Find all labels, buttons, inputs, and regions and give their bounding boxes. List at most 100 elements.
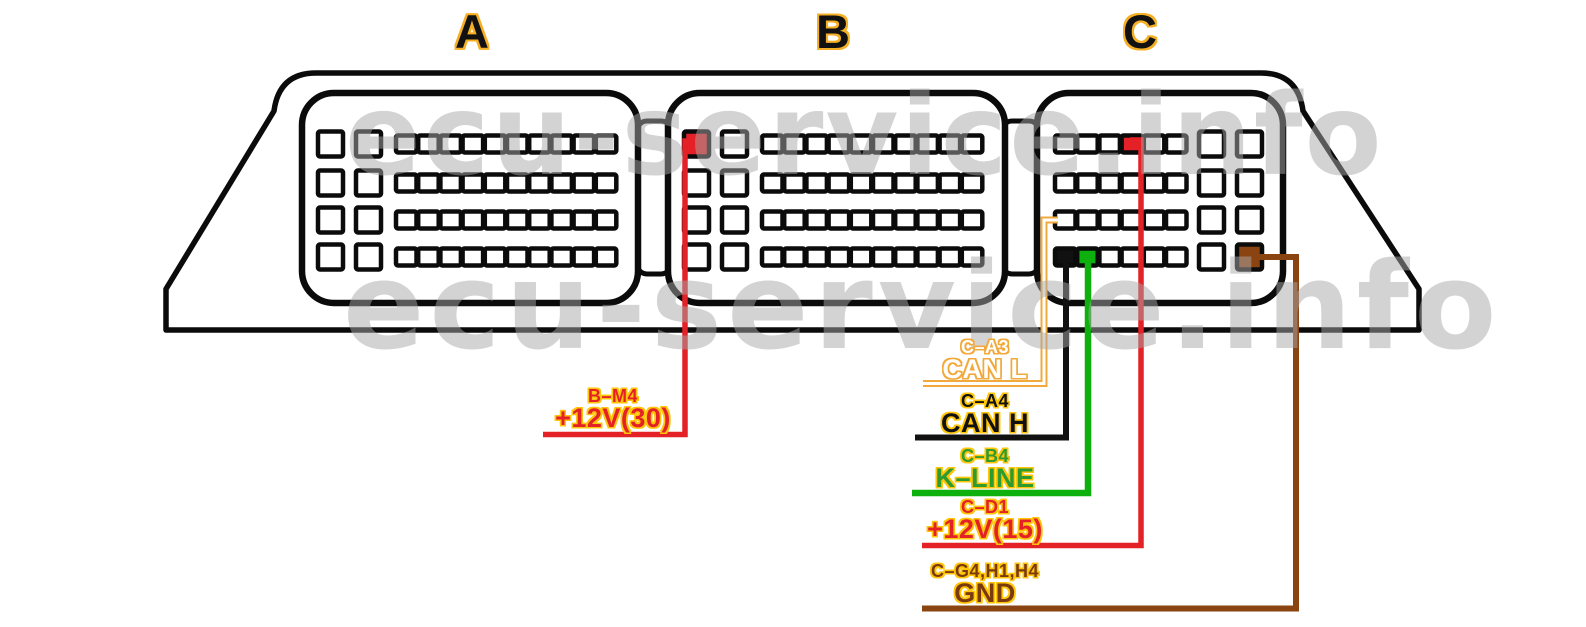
pin — [1141, 133, 1167, 155]
connector-b-shell — [664, 89, 1009, 307]
pin — [1097, 133, 1123, 155]
pin — [781, 209, 807, 231]
pin — [438, 133, 464, 155]
pin — [759, 209, 785, 231]
pin — [438, 172, 464, 194]
wire-can-l-core — [923, 218, 1058, 385]
pin — [1234, 168, 1265, 198]
pin — [1074, 133, 1100, 155]
signal-name: GND — [954, 578, 1016, 608]
pin — [892, 209, 918, 231]
pin — [959, 133, 985, 155]
pin — [460, 133, 486, 155]
pin — [959, 209, 985, 231]
pin — [1052, 133, 1078, 155]
pin — [1163, 246, 1189, 268]
pin — [549, 246, 575, 268]
pin — [549, 172, 575, 194]
pin — [781, 172, 807, 194]
pin-code: C–A3 — [960, 337, 1010, 357]
pin — [393, 133, 419, 155]
pin — [438, 209, 464, 231]
pin — [759, 172, 785, 194]
pin — [393, 209, 419, 231]
pin — [593, 172, 619, 194]
pin — [1196, 242, 1227, 272]
pin — [460, 172, 486, 194]
pin — [719, 242, 750, 272]
signal-name: +12V(30) — [555, 403, 671, 433]
pin — [504, 209, 530, 231]
pin — [460, 209, 486, 231]
pin — [892, 133, 918, 155]
connector-a-title: A — [455, 5, 489, 58]
pin — [549, 209, 575, 231]
pin — [759, 246, 785, 268]
wire-k-line — [912, 252, 1092, 497]
pin — [353, 205, 384, 235]
label-can-h: C–A4 CAN H — [875, 392, 1095, 437]
pin — [526, 172, 552, 194]
pin — [848, 172, 874, 194]
pin — [593, 209, 619, 231]
pin — [571, 172, 597, 194]
pin — [549, 133, 575, 155]
pin — [719, 129, 750, 159]
pin — [353, 242, 384, 272]
pin — [315, 242, 346, 272]
pin — [571, 209, 597, 231]
pin — [393, 172, 419, 194]
pin — [870, 133, 896, 155]
pin — [1163, 172, 1189, 194]
pin — [415, 133, 441, 155]
pin — [826, 133, 852, 155]
pin — [315, 205, 346, 235]
pin — [870, 209, 896, 231]
pin — [826, 209, 852, 231]
pin — [1074, 209, 1100, 231]
pin — [1196, 129, 1227, 159]
pin — [504, 246, 530, 268]
pin — [719, 205, 750, 235]
pin — [482, 133, 508, 155]
pin — [1196, 168, 1227, 198]
pin — [915, 246, 941, 268]
pin — [1234, 129, 1265, 159]
pin — [1097, 209, 1123, 231]
pin — [959, 172, 985, 194]
pin — [526, 133, 552, 155]
pin — [353, 129, 384, 159]
wire-can-h — [915, 252, 1069, 441]
pin — [1141, 209, 1167, 231]
signal-name: +12V(15) — [927, 514, 1043, 544]
pin — [526, 209, 552, 231]
signal-name: K–LINE — [935, 463, 1035, 493]
pin — [826, 246, 852, 268]
pin — [315, 129, 346, 159]
pin — [315, 168, 346, 198]
pin — [892, 246, 918, 268]
connector-b-title: B — [816, 5, 850, 58]
pin-code: B–M4 — [587, 386, 638, 406]
pin — [804, 209, 830, 231]
pin — [1141, 246, 1167, 268]
pin — [959, 246, 985, 268]
connector-c-title: C — [1123, 5, 1157, 58]
pin — [571, 246, 597, 268]
signal-name: CAN L — [942, 354, 1028, 384]
pin — [1196, 205, 1227, 235]
label-12v-15: C–D1 +12V(15) — [875, 498, 1095, 543]
pin — [937, 246, 963, 268]
pin — [593, 246, 619, 268]
pin — [393, 246, 419, 268]
pin-c-a3 — [1052, 209, 1078, 231]
pin — [759, 133, 785, 155]
pin-code: C–D1 — [960, 497, 1010, 517]
wire-12v-30 — [543, 138, 695, 438]
pin — [1097, 172, 1123, 194]
pin — [504, 133, 530, 155]
pin — [1074, 172, 1100, 194]
pin — [826, 172, 852, 194]
pin — [438, 246, 464, 268]
